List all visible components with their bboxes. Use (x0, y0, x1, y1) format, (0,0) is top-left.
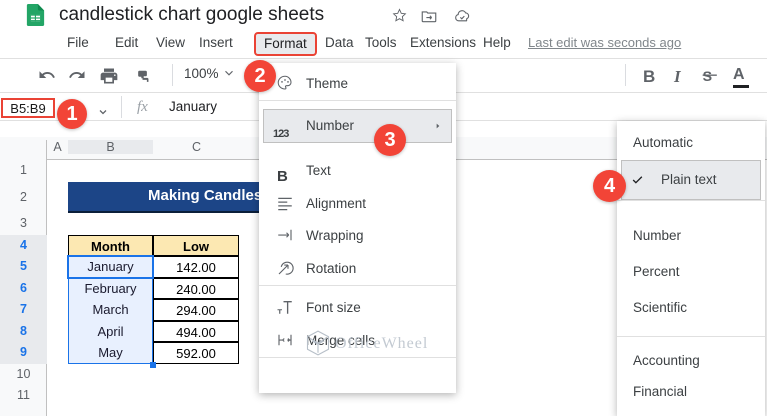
svg-text:S: S (703, 69, 712, 85)
